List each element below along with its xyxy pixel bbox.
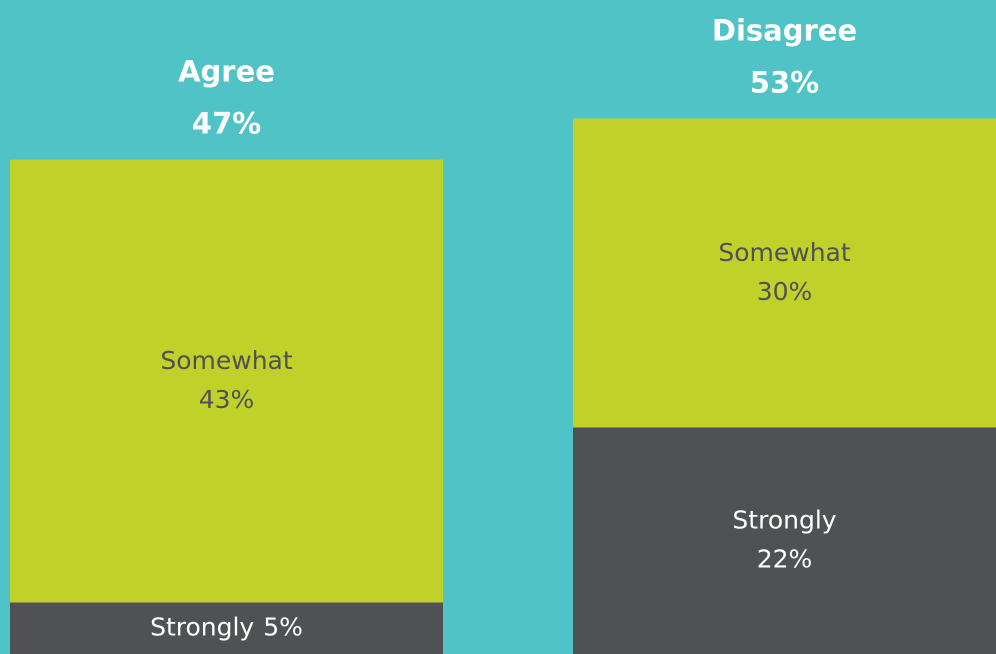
bar-segment xyxy=(573,118,996,428)
segment-label: Strongly 5% xyxy=(150,612,303,641)
value-label: 22% xyxy=(757,545,813,574)
segment-label: Somewhat 30% xyxy=(718,238,851,306)
series-name: Somewhat xyxy=(718,238,851,267)
category-label: Disagree xyxy=(712,13,857,47)
category-label: Agree xyxy=(178,55,275,89)
value-label: 43% xyxy=(199,385,255,414)
segment-label: Somewhat 43% xyxy=(160,346,293,414)
series-name: Strongly xyxy=(732,506,836,535)
bar-segment xyxy=(10,602,443,654)
segment-label: Strongly 22% xyxy=(732,506,836,574)
total-label: 53% xyxy=(750,65,819,99)
bar-segment xyxy=(10,159,443,603)
series-name: Strongly xyxy=(150,612,254,641)
bar-segment xyxy=(573,427,996,654)
value-label: 5% xyxy=(263,612,303,641)
series-name: Somewhat xyxy=(160,346,293,375)
value-label: 30% xyxy=(757,277,813,306)
total-label: 47% xyxy=(192,107,261,141)
